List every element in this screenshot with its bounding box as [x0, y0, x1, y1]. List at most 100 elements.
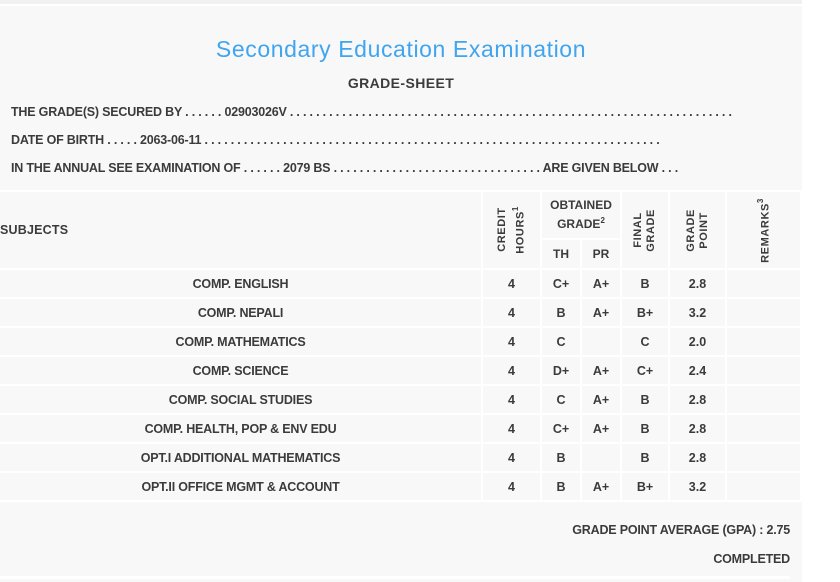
grade-point-cell: 2.4	[670, 357, 725, 384]
dot-leader: . . . . . . . . . . . . . . . . . . . . …	[330, 161, 543, 175]
subject-cell: COMP. ENGLISH	[0, 270, 481, 297]
table-header-row-2: TH PR	[0, 240, 800, 268]
obtained-grade-header: OBTAINED GRADE2	[542, 192, 620, 238]
final-grade-header: FINAL GRADE	[622, 192, 668, 268]
pr-grade-cell: A+	[582, 299, 620, 326]
info-label: DATE OF BIRTH	[11, 133, 104, 147]
th-grade-cell: C	[542, 386, 580, 413]
footer-divider	[0, 576, 790, 579]
final-grade-cell: B+	[622, 299, 668, 326]
page-subtitle: GRADE-SHEET	[347, 75, 455, 91]
gpa-line: GRADE POINT AVERAGE (GPA) : 2.75	[0, 523, 790, 538]
th-grade-cell: B	[542, 473, 580, 500]
table-row: COMP. NEPALI 4 B A+ B+ 3.2	[0, 299, 800, 326]
symbol-number-value: 02903026V	[224, 105, 287, 119]
remarks-cell	[727, 299, 800, 326]
pr-grade-cell: A+	[582, 415, 620, 442]
date-of-birth-value: 2063-06-11	[140, 133, 202, 147]
pr-grade-cell	[582, 328, 620, 355]
grades-table: SUBJECTS CREDIT HOURS1 OBTAINED GRADE2 F…	[0, 190, 802, 502]
gpa-value: 2.75	[766, 523, 790, 537]
remarks-cell	[727, 415, 800, 442]
dot-leader: . . . . . .	[181, 105, 225, 119]
grade-point-label: GRADE POINT	[684, 208, 710, 252]
grade-point-cell: 2.8	[670, 270, 725, 297]
table-row: COMP. MATHEMATICS 4 C C 2.0	[0, 328, 800, 355]
credit-hours-cell: 4	[483, 357, 540, 384]
pr-subheader: PR	[582, 240, 620, 268]
th-subheader: TH	[542, 240, 580, 268]
pr-grade-cell: A+	[582, 386, 620, 413]
info-suffix: ARE GIVEN BELOW . . .	[542, 161, 679, 175]
table-row: OPT.II OFFICE MGMT & ACCOUNT 4 B A+ B+ 3…	[0, 473, 800, 500]
final-grade-label: FINAL GRADE	[632, 208, 657, 252]
th-grade-cell: C+	[542, 415, 580, 442]
subject-cell: COMP. SCIENCE	[0, 357, 481, 384]
remarks-cell	[727, 357, 800, 384]
credit-hours-header: CREDIT HOURS1	[483, 192, 540, 268]
credit-hours-cell: 4	[483, 328, 540, 355]
page-title: Secondary Education Examination	[215, 36, 587, 62]
obtained-grade-label: OBTAINED GRADE	[550, 198, 612, 231]
th-grade-cell: D+	[542, 357, 580, 384]
table-row: COMP. SCIENCE 4 D+ A+ C+ 2.4	[0, 357, 800, 384]
grade-point-cell: 2.8	[670, 444, 725, 471]
subject-cell: COMP. NEPALI	[0, 299, 481, 326]
dot-leader: . . . . .	[104, 133, 141, 147]
table-row: COMP. SOCIAL STUDIES 4 C A+ B 2.8	[0, 386, 800, 413]
grade-point-cell: 3.2	[670, 299, 725, 326]
final-grade-cell: B	[622, 386, 668, 413]
grade-point-cell: 3.2	[670, 473, 725, 500]
remarks-header: REMARKS3	[727, 192, 800, 268]
th-grade-cell: C	[542, 328, 580, 355]
subjects-header: SUBJECTS	[0, 192, 481, 268]
subject-cell: OPT.I ADDITIONAL MATHEMATICS	[0, 444, 481, 471]
info-label: THE GRADE(S) SECURED BY	[11, 105, 182, 119]
th-grade-cell: B	[542, 299, 580, 326]
grade-point-cell: 2.0	[670, 328, 725, 355]
top-divider-strip	[0, 0, 802, 4]
gpa-label: GRADE POINT AVERAGE (GPA) :	[572, 523, 767, 537]
final-grade-cell: C+	[622, 357, 668, 384]
summary-footer: GRADE POINT AVERAGE (GPA) : 2.75 COMPLET…	[0, 523, 802, 579]
subject-cell: COMP. MATHEMATICS	[0, 328, 481, 355]
info-line-date-of-birth: DATE OF BIRTH . . . . . 2063-06-11 . . .…	[11, 126, 725, 154]
footnote-mark-1: 1	[510, 206, 520, 212]
subject-cell: COMP. HEALTH, POP & ENV EDU	[0, 415, 481, 442]
status-line: COMPLETED	[0, 552, 790, 567]
pr-grade-cell: A+	[582, 270, 620, 297]
remarks-cell	[727, 473, 800, 500]
table-row: OPT.I ADDITIONAL MATHEMATICS 4 B B 2.8	[0, 444, 800, 471]
grade-point-cell: 2.8	[670, 415, 725, 442]
grade-point-header: GRADE POINT	[670, 192, 725, 268]
dot-leader: . . . . . . . . . . . . . . . . . . . . …	[286, 105, 735, 119]
footnote-mark-3: 3	[756, 197, 766, 203]
th-grade-cell: B	[542, 444, 580, 471]
subject-cell: OPT.II OFFICE MGMT & ACCOUNT	[0, 473, 481, 500]
credit-hours-cell: 4	[483, 473, 540, 500]
credit-hours-cell: 4	[483, 299, 540, 326]
final-grade-cell: B	[622, 415, 668, 442]
info-line-grades-secured-by: THE GRADE(S) SECURED BY . . . . . . 0290…	[11, 98, 735, 126]
table-row: COMP. ENGLISH 4 C+ A+ B 2.8	[0, 270, 800, 297]
credit-hours-cell: 4	[483, 444, 540, 471]
credit-hours-cell: 4	[483, 386, 540, 413]
student-info-block: THE GRADE(S) SECURED BY . . . . . . 0290…	[0, 98, 802, 182]
dot-leader: . . . . . .	[240, 161, 284, 175]
info-label: IN THE ANNUAL SEE EXAMINATION OF	[11, 161, 241, 175]
grade-sheet-card: Secondary Education Examination GRADE-SH…	[0, 6, 802, 582]
status-completed: COMPLETED	[713, 552, 790, 566]
subject-cell: COMP. SOCIAL STUDIES	[0, 386, 481, 413]
final-grade-cell: B+	[622, 473, 668, 500]
final-grade-cell: B	[622, 444, 668, 471]
remarks-cell	[727, 386, 800, 413]
pr-grade-cell: A+	[582, 357, 620, 384]
exam-year-value: 2079 BS	[283, 161, 331, 175]
table-header-row-1: SUBJECTS CREDIT HOURS1 OBTAINED GRADE2 F…	[0, 192, 800, 268]
grade-point-cell: 2.8	[670, 386, 725, 413]
remarks-cell	[727, 444, 800, 471]
credit-hours-label: CREDIT HOURS	[495, 207, 527, 254]
pr-grade-cell	[582, 444, 620, 471]
remarks-cell	[727, 270, 800, 297]
table-row: COMP. HEALTH, POP & ENV EDU 4 C+ A+ B 2.…	[0, 415, 800, 442]
